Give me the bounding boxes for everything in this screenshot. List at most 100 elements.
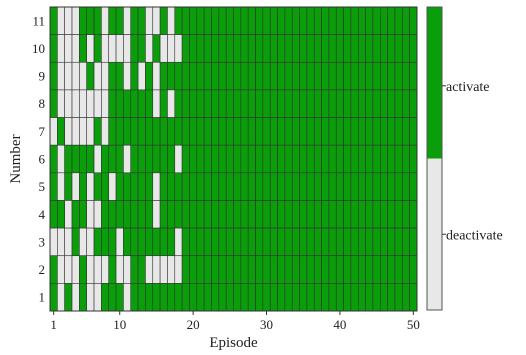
heatmap-cell	[247, 61, 256, 91]
y-tick-label: 3	[39, 234, 46, 249]
heatmap-cell	[57, 172, 65, 201]
heatmap-cell	[101, 172, 110, 201]
heatmap-cell	[137, 172, 146, 201]
x-tick-label: 30	[260, 317, 273, 332]
heatmap-cell	[284, 34, 293, 63]
heatmap-cell	[372, 34, 381, 63]
heatmap-cell	[394, 172, 403, 201]
heatmap-cell	[196, 117, 205, 146]
heatmap-cell	[152, 6, 161, 35]
y-tick-label: 8	[39, 96, 46, 111]
heatmap-cell	[71, 89, 80, 118]
heatmap-cell	[269, 227, 278, 257]
heatmap-cell	[357, 172, 366, 201]
heatmap-cell	[79, 144, 88, 174]
heatmap-cell	[225, 117, 234, 146]
heatmap-cells	[49, 6, 418, 312]
heatmap-cell	[64, 89, 73, 118]
heatmap-cell	[335, 34, 344, 63]
heatmap-cell	[409, 200, 418, 229]
heatmap-cell	[145, 89, 154, 118]
heatmap-cell	[196, 255, 205, 284]
heatmap-cell	[291, 6, 300, 35]
heatmap-cell	[130, 6, 139, 35]
heatmap-cell	[306, 172, 315, 201]
heatmap-cell	[196, 61, 205, 91]
heatmap-cell	[233, 89, 242, 118]
heatmap-cell	[255, 255, 264, 284]
heatmap-cell	[218, 89, 227, 118]
heatmap-cell	[189, 89, 198, 118]
heatmap-cell	[174, 255, 183, 284]
heatmap-cell	[387, 283, 396, 312]
heatmap-cell	[137, 34, 146, 63]
heatmap-cell	[159, 6, 168, 35]
heatmap-cell	[343, 172, 352, 201]
heatmap-cell	[284, 200, 293, 229]
heatmap-cell	[174, 34, 183, 63]
heatmap-cell	[372, 117, 381, 146]
heatmap-cell	[93, 227, 102, 257]
heatmap-cell	[108, 255, 117, 284]
heatmap-cell	[357, 61, 366, 91]
heatmap-cell	[262, 89, 271, 118]
heatmap-cell	[365, 227, 374, 257]
heatmap-cell	[247, 227, 256, 257]
heatmap-cell	[49, 89, 58, 118]
heatmap-cell	[402, 61, 410, 91]
heatmap-cell	[291, 227, 300, 257]
heatmap-cell	[145, 61, 154, 91]
heatmap-cell	[291, 89, 300, 118]
heatmap-cell	[379, 172, 388, 201]
heatmap-cell	[174, 144, 183, 174]
heatmap-cell	[313, 255, 322, 284]
heatmap-cell	[328, 117, 337, 146]
heatmap-cell	[343, 34, 352, 63]
heatmap-cell	[181, 34, 190, 63]
heatmap-cell	[115, 227, 124, 257]
heatmap-cell	[277, 227, 286, 257]
heatmap-cell	[79, 61, 88, 91]
heatmap-cell	[328, 144, 337, 174]
heatmap-cell	[130, 200, 139, 229]
heatmap-cell	[93, 89, 102, 118]
heatmap-cell	[284, 283, 293, 312]
heatmap-cell	[137, 61, 146, 91]
heatmap-cell	[57, 283, 65, 312]
heatmap-cell	[365, 6, 374, 35]
y-tick-label: 4	[39, 207, 46, 222]
heatmap-cell	[71, 172, 80, 201]
heatmap-cell	[71, 283, 80, 312]
heatmap-cell	[350, 283, 359, 312]
heatmap-cell	[189, 172, 198, 201]
heatmap-cell	[123, 172, 132, 201]
heatmap-cell	[181, 172, 190, 201]
heatmap-cell	[277, 6, 286, 35]
heatmap-cell	[247, 144, 256, 174]
heatmap-cell	[343, 89, 352, 118]
heatmap-cell	[86, 89, 95, 118]
heatmap-cell	[269, 89, 278, 118]
heatmap-cell	[181, 283, 190, 312]
heatmap-cell	[379, 6, 388, 35]
heatmap-cell	[123, 255, 132, 284]
heatmap-cell	[71, 6, 80, 35]
heatmap-cell	[203, 34, 212, 63]
heatmap-cell	[167, 89, 176, 118]
heatmap-cell	[343, 144, 352, 174]
heatmap-cell	[299, 89, 308, 118]
heatmap-cell	[321, 6, 330, 35]
heatmap-cell	[394, 200, 403, 229]
heatmap-cell	[321, 144, 330, 174]
heatmap-cell	[394, 227, 403, 257]
heatmap-cell	[152, 34, 161, 63]
legend-label-activate: activate	[446, 80, 490, 95]
heatmap-cell	[335, 200, 344, 229]
heatmap-cell	[108, 34, 117, 63]
heatmap-cell	[189, 34, 198, 63]
heatmap-cell	[233, 172, 242, 201]
heatmap-cell	[387, 89, 396, 118]
heatmap-cell	[343, 200, 352, 229]
heatmap-cell	[115, 283, 124, 312]
heatmap-cell	[284, 227, 293, 257]
